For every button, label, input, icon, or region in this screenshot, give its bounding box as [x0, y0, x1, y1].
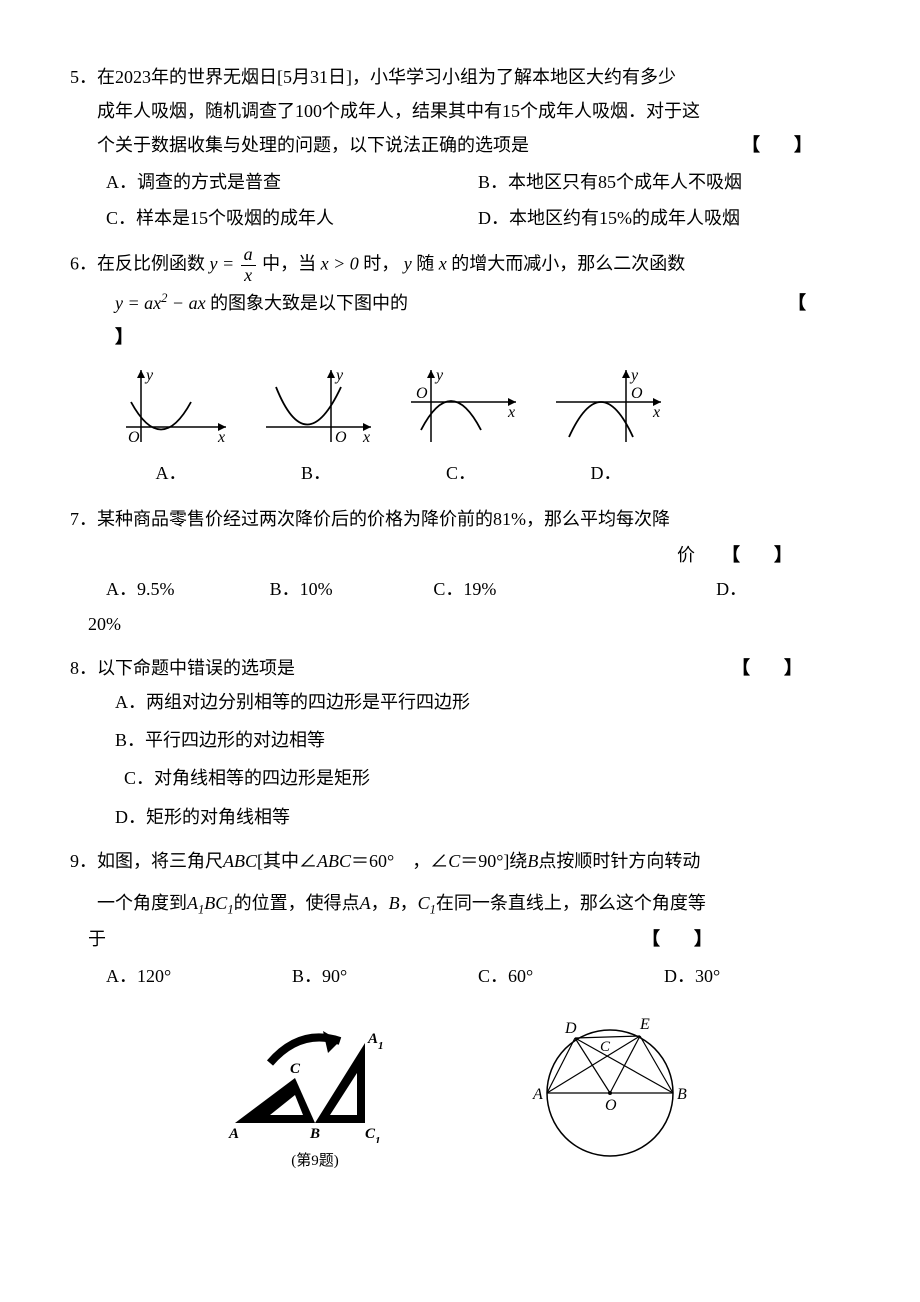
q8-num: 8． [70, 658, 97, 678]
q9-triangle-figure: A B C A1 C1 (第9题) [215, 1013, 415, 1176]
q6-line2: y = ax2 − ax 的图象大致是以下图中的 【 [115, 286, 850, 320]
q5-optC: C．样本是15个吸烟的成年人 [106, 201, 478, 235]
q9-label-A: A [228, 1126, 239, 1142]
q6-label-b: B． [251, 456, 381, 490]
q7-optA: A．9.5% [106, 572, 270, 606]
q5-line1: 5．在2023年的世界无烟日[5月31日]，小华学习小组为了解本地区大约有多少 [70, 60, 850, 94]
q9-triangle-svg: A B C A1 C1 [215, 1013, 415, 1143]
q6-label-d: D． [541, 456, 671, 490]
q8-bracket: 【 】 [732, 651, 810, 685]
q9-circle-svg: A B D E C O [515, 1013, 705, 1163]
q9-label-B: B [309, 1126, 320, 1142]
q6-svg-b: y x O [251, 362, 381, 452]
question-5: 5．在2023年的世界无烟日[5月31日]，小华学习小组为了解本地区大约有多少 … [70, 60, 850, 235]
question-8: 8．以下命题中错误的选项是 【 】 A．两组对边分别相等的四边形是平行四边形 B… [70, 651, 850, 834]
svg-text:y: y [334, 367, 344, 384]
q9-optD: D．30° [664, 959, 850, 993]
q8-optB: B．平行四边形的对边相等 [115, 723, 850, 757]
q9-line2: 一个角度到A1BC1的位置，使得点A，B，C1在同一条直线上，那么这个角度等 [70, 886, 850, 923]
circ-label-E: E [639, 1016, 650, 1033]
q5-text1: 在2023年的世界无烟日[5月31日]，小华学习小组为了解本地区大约有多少 [97, 67, 676, 87]
q8-optC: C．对角线相等的四边形是矩形 [124, 761, 850, 795]
q5-opts-row1: A．调查的方式是普查 B．本地区只有85个成年人不吸烟 [106, 165, 850, 199]
q6-graph-a: y x O A． [106, 362, 236, 490]
svg-text:O: O [335, 429, 347, 446]
q7-num: 7． [70, 509, 97, 529]
q6-svg-c: y x O [396, 362, 526, 452]
q9-label-C: C [290, 1061, 301, 1077]
q6-bracket-close: 】 [115, 320, 850, 354]
q7-tail: 价 【 】 [70, 538, 850, 572]
question-6: 6．在反比例函数 y = ax 中，当 x > 0 时， y 随 x 的增大而减… [70, 245, 850, 490]
q9-circle-figure: A B D E C O [515, 1013, 705, 1163]
q6-num: 6． [70, 253, 97, 273]
q9-label-C1: C1 [365, 1126, 381, 1143]
q9-optC: C．60° [478, 959, 664, 993]
q6-fraction: ax [241, 245, 256, 286]
axis-x-label: x [217, 429, 225, 446]
q5-opts-row2: C．样本是15个吸烟的成年人 D．本地区约有15%的成年人吸烟 [106, 201, 850, 235]
question-9: 9．如图，将三角尺ABC[其中∠ABC＝60° ，∠C＝90°]绕B点按顺时针方… [70, 844, 850, 1176]
q6-bracket: 【 [788, 286, 840, 320]
q9-caption: (第9题) [215, 1147, 415, 1176]
q9-options: A．120° B．90° C．60° D．30° [106, 959, 850, 993]
svg-text:x: x [362, 429, 370, 446]
q5-optD: D．本地区约有15%的成年人吸烟 [478, 201, 850, 235]
circ-label-O: O [605, 1097, 617, 1114]
q9-line1: 9．如图，将三角尺ABC[其中∠ABC＝60° ，∠C＝90°]绕B点按顺时针方… [70, 844, 850, 878]
question-7: 7．某种商品零售价经过两次降价后的价格为降价前的81%，那么平均每次降 价 【 … [70, 502, 850, 641]
q9-label-A1: A1 [367, 1031, 384, 1052]
svg-text:y: y [629, 367, 639, 384]
q5-optB: B．本地区只有85个成年人不吸烟 [478, 165, 850, 199]
svg-text:O: O [416, 385, 428, 402]
q6-svg-a: y x O [106, 362, 236, 452]
q8-options: A．两组对边分别相等的四边形是平行四边形 B．平行四边形的对边相等 C．对角线相… [115, 685, 850, 834]
axis-y-label: y [144, 367, 154, 384]
q5-line2: 成年人吸烟，随机调查了100个成年人，结果其中有15个成年人吸烟．对于这 [70, 94, 850, 128]
origin-label: O [128, 429, 140, 446]
q9-optB: B．90° [292, 959, 478, 993]
svg-text:x: x [652, 404, 660, 421]
q5-optA: A．调查的方式是普查 [106, 165, 478, 199]
q6-label-a: A． [106, 456, 236, 490]
q9-num: 9． [70, 851, 97, 871]
q9-figures: A B C A1 C1 (第9题) [70, 1013, 850, 1176]
svg-text:O: O [631, 385, 643, 402]
q5-text3: 个关于数据收集与处理的问题，以下说法正确的选项是 [97, 135, 529, 155]
q7-line1: 7．某种商品零售价经过两次降价后的价格为降价前的81%，那么平均每次降 [70, 502, 850, 536]
circ-label-B: B [677, 1086, 687, 1103]
q7-optC: C．19% [433, 572, 716, 606]
q9-optA: A．120° [106, 959, 292, 993]
q7-options: A．9.5% B．10% C．19% D． [106, 572, 850, 606]
q6-label-c: C． [396, 456, 526, 490]
q6-graph-c: y x O C． [396, 362, 526, 490]
q6-graph-d: y x O D． [541, 362, 671, 490]
svg-text:y: y [434, 367, 444, 384]
svg-text:x: x [507, 404, 515, 421]
q7-optB: B．10% [270, 572, 434, 606]
q5-num: 5． [70, 67, 97, 87]
circ-label-A: A [532, 1086, 543, 1103]
circ-label-D: D [564, 1020, 577, 1037]
q7-optD2: 20% [88, 607, 850, 641]
q6-graphs: y x O A． y x O B． [106, 362, 850, 490]
q5-bracket: 【 】 [742, 128, 820, 162]
q6-line1: 6．在反比例函数 y = ax 中，当 x > 0 时， y 随 x 的增大而减… [70, 245, 850, 286]
q6-svg-d: y x O [541, 362, 671, 452]
q8-optA: A．两组对边分别相等的四边形是平行四边形 [115, 685, 850, 719]
q8-optD: D．矩形的对角线相等 [115, 800, 850, 834]
q6-graph-b: y x O B． [251, 362, 381, 490]
circ-label-C: C [600, 1039, 611, 1055]
q7-optD: D． [716, 572, 850, 606]
q9-line3: 于 【 】 [88, 922, 850, 956]
q9-bracket: 【 】 [642, 922, 720, 956]
q8-line1: 8．以下命题中错误的选项是 【 】 [70, 651, 850, 685]
q5-line3: 个关于数据收集与处理的问题，以下说法正确的选项是 【 】 [70, 128, 850, 162]
